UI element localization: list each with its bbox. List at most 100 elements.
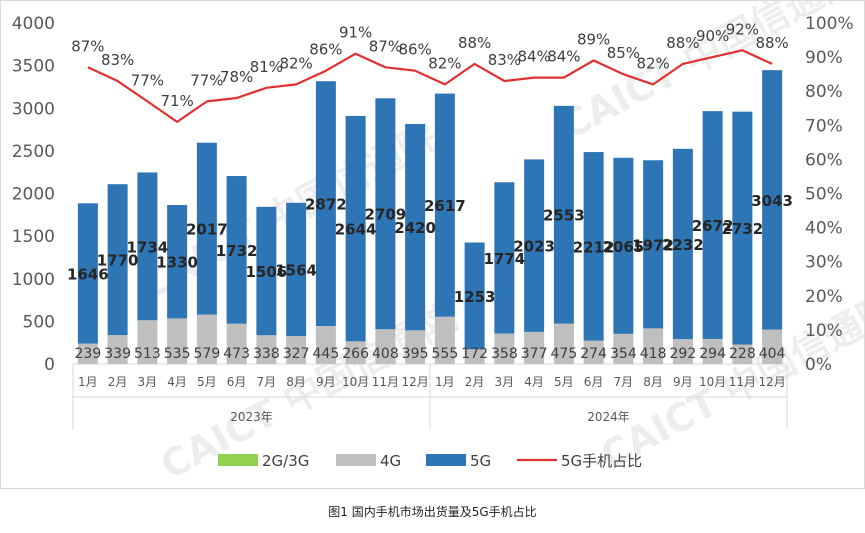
x-tick-label: 6月 <box>584 375 604 389</box>
bar-4g <box>375 329 396 364</box>
data-label-ratio: 87% <box>369 37 402 55</box>
ratio-line-layer <box>87 49 773 124</box>
x-tick-label: 3月 <box>495 375 515 389</box>
y-right-tick-label: 80% <box>805 82 843 102</box>
data-label-4g: 266 <box>342 346 369 362</box>
x-tick-label: 7月 <box>257 375 277 389</box>
legend-swatch <box>426 454 466 466</box>
data-label-ratio: 90% <box>696 27 729 45</box>
data-label-5g: 2553 <box>543 207 585 225</box>
bar-4g <box>107 335 128 364</box>
data-label-5g: 2212 <box>573 238 615 256</box>
legend-item-ratio: 5G手机占比 <box>517 452 642 470</box>
data-label-5g: 1732 <box>216 242 258 260</box>
data-label-5g: 1972 <box>632 236 674 254</box>
data-label-4g: 339 <box>104 346 131 362</box>
data-label-5g: 2617 <box>424 197 466 215</box>
legend-item-5g: 5G <box>426 452 491 470</box>
data-label-ratio: 84% <box>547 48 580 66</box>
legend: 2G/3G 4G 5G 5G手机占比 <box>218 452 642 470</box>
bar-4g <box>672 339 693 364</box>
data-label-5g: 2017 <box>186 221 228 239</box>
data-label-4g: 327 <box>283 346 310 362</box>
bar-4g <box>226 323 247 364</box>
data-label-ratio: 88% <box>666 34 699 52</box>
data-label-5g: 3043 <box>751 192 793 210</box>
data-label-4g: 358 <box>491 346 518 362</box>
bar-4g <box>167 318 188 364</box>
x-tick-label: 3月 <box>138 375 158 389</box>
data-label-4g: 294 <box>699 346 726 362</box>
bar-5g <box>762 70 783 330</box>
x-tick-label: 4月 <box>167 375 187 389</box>
bar-4g <box>286 336 307 364</box>
data-label-4g: 404 <box>759 346 786 362</box>
data-label-ratio: 88% <box>458 34 491 52</box>
data-label-ratio: 83% <box>488 51 521 69</box>
y-right-tick-label: 100% <box>805 14 854 34</box>
data-label-5g: 2232 <box>662 236 704 254</box>
data-label-ratio: 84% <box>517 48 550 66</box>
x-tick-label: 12月 <box>758 375 785 389</box>
data-label-4g: 292 <box>670 346 697 362</box>
data-label-5g: 2023 <box>513 238 555 256</box>
bar-5g <box>672 148 693 340</box>
bar-4g <box>524 331 545 364</box>
bar-5g <box>77 203 98 344</box>
data-label-4g: 473 <box>223 346 250 362</box>
data-label-4g: 377 <box>521 346 548 362</box>
legend-swatch <box>336 454 376 466</box>
data-label-5g: 1253 <box>454 288 496 306</box>
x-group-label: 2023年 <box>230 410 273 424</box>
x-tick-label: 2月 <box>465 375 485 389</box>
data-label-ratio: 88% <box>755 34 788 52</box>
bar-4g <box>77 343 98 364</box>
legend-item-4g: 4G <box>336 452 401 470</box>
bar-4g <box>643 328 664 364</box>
data-label-ratio: 81% <box>250 58 283 76</box>
data-label-5g: 2872 <box>305 196 347 214</box>
data-label-5g: 2709 <box>365 206 407 224</box>
y-right-tick-label: 90% <box>805 48 843 68</box>
bar-4g <box>405 330 426 364</box>
data-label-ratio: 92% <box>726 20 759 38</box>
data-label-5g: 2672 <box>692 217 734 235</box>
x-tick-label: 5月 <box>197 375 217 389</box>
data-label-ratio: 77% <box>131 71 164 89</box>
data-label-5g: 1506 <box>246 263 288 281</box>
data-label-ratio: 86% <box>398 41 431 59</box>
data-label-4g: 395 <box>402 346 429 362</box>
bar-4g <box>494 333 515 364</box>
bar-4g <box>196 314 217 364</box>
y-left-tick-label: 2500 <box>12 142 55 162</box>
y-right-tick-label: 0% <box>805 355 832 375</box>
data-label-ratio: 85% <box>607 44 640 62</box>
data-label-4g: 172 <box>461 346 488 362</box>
y-right-tick-label: 70% <box>805 116 843 136</box>
bar-5g <box>107 184 128 336</box>
bar-5g <box>375 98 396 330</box>
data-label-ratio: 86% <box>309 41 342 59</box>
axes-layer: 0 500 1000 1500 2000 2500 3000 3500 4000 0% 10% 20%… <box>0 0 865 489</box>
data-label-4g: 228 <box>729 346 756 362</box>
y-left-tick-label: 3000 <box>12 99 55 119</box>
bar-4g <box>762 329 783 364</box>
data-label-ratio: 82% <box>279 54 312 72</box>
legend-label: 5G手机占比 <box>561 452 642 470</box>
bar-4g <box>464 349 485 364</box>
data-label-ratio: 82% <box>636 54 669 72</box>
y-right-tick-label: 40% <box>805 219 843 239</box>
data-label-ratio: 89% <box>577 31 610 49</box>
data-label-5g: 1770 <box>97 252 139 270</box>
bar-5g <box>434 93 455 317</box>
bar-5g <box>464 242 485 350</box>
bar-4g <box>434 316 455 364</box>
y-right-tick-label: 50% <box>805 185 843 205</box>
bar-5g <box>226 176 247 324</box>
data-label-4g: 418 <box>640 346 667 362</box>
data-label-5g: 1564 <box>275 261 317 279</box>
bar-4g <box>137 320 158 364</box>
bar-4g <box>553 323 574 364</box>
y-left-tick-label: 2000 <box>12 185 55 205</box>
